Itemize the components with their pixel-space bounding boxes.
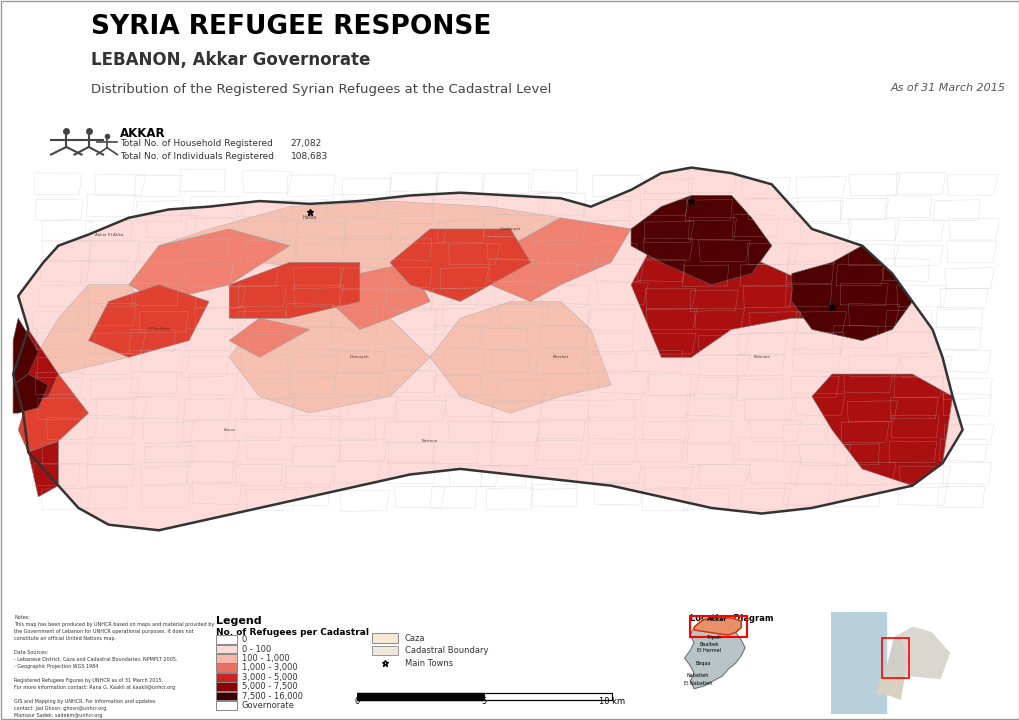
Text: Tripoli: Tripoli (705, 635, 719, 640)
Text: 27,082: 27,082 (290, 138, 322, 148)
Polygon shape (329, 263, 430, 329)
Text: Minieh: Minieh (824, 300, 838, 304)
Text: The UN
Refugee Agency: The UN Refugee Agency (16, 93, 60, 104)
Text: Nabatieh: Nabatieh (686, 673, 708, 678)
Bar (215, 683, 236, 691)
Text: 3,000 - 5,000: 3,000 - 5,000 (242, 672, 298, 682)
Polygon shape (13, 374, 48, 413)
Polygon shape (811, 374, 952, 485)
Bar (215, 673, 236, 682)
Text: Qoubaiyat: Qoubaiyat (499, 227, 521, 231)
Text: El Nabatieh: El Nabatieh (683, 681, 711, 686)
Text: 10 km: 10 km (598, 697, 625, 706)
Bar (215, 663, 236, 672)
Text: 7,500 - 16,000: 7,500 - 16,000 (242, 691, 303, 701)
Text: Baalbek
El Hermel: Baalbek El Hermel (697, 642, 720, 653)
Text: Legend: Legend (215, 616, 261, 626)
Bar (372, 634, 398, 643)
Text: AKKAR: AKKAR (120, 127, 166, 140)
Text: Beqaa: Beqaa (695, 661, 710, 665)
Text: 1,000 - 3,000: 1,000 - 3,000 (242, 663, 298, 672)
Bar (215, 701, 236, 710)
Polygon shape (884, 638, 907, 678)
Text: 5,000 - 7,500: 5,000 - 7,500 (242, 682, 298, 691)
Text: SYRIA REFUGEE RESPONSE: SYRIA REFUGEE RESPONSE (91, 14, 490, 40)
Polygon shape (159, 201, 560, 274)
Text: Location Diagram: Location Diagram (690, 614, 772, 623)
Text: Koura: Koura (223, 428, 234, 432)
Polygon shape (791, 246, 912, 341)
Text: 0 - 100: 0 - 100 (242, 644, 271, 654)
Bar (690, 616, 746, 636)
Polygon shape (29, 441, 58, 497)
Text: 5: 5 (481, 697, 487, 706)
Polygon shape (490, 217, 631, 302)
Bar (372, 646, 398, 655)
Text: Main Towns: Main Towns (405, 659, 452, 667)
Polygon shape (13, 329, 58, 413)
Polygon shape (229, 318, 310, 357)
Polygon shape (884, 627, 949, 678)
Text: UNHCR: UNHCR (17, 76, 59, 86)
Bar (881, 638, 909, 678)
Polygon shape (631, 229, 832, 357)
Text: Governorate: Governorate (242, 701, 294, 710)
Text: 108,683: 108,683 (290, 151, 328, 161)
Text: Total No. of Household Registered: Total No. of Household Registered (120, 138, 273, 148)
Polygon shape (830, 612, 884, 714)
Polygon shape (229, 263, 360, 318)
Polygon shape (430, 302, 610, 413)
Text: Distribution of the Registered Syrian Refugees at the Cadastral Level: Distribution of the Registered Syrian Re… (91, 84, 550, 96)
Text: Batroun: Batroun (422, 439, 438, 443)
Polygon shape (128, 229, 289, 302)
Polygon shape (389, 229, 530, 302)
Polygon shape (693, 617, 741, 635)
Text: Notes:
This map has been produced by UNHCR based on maps and material provided b: Notes: This map has been produced by UNH… (14, 615, 214, 720)
Polygon shape (876, 673, 903, 699)
Polygon shape (18, 374, 89, 452)
Text: El Beddawi: El Beddawi (148, 328, 170, 331)
Text: Kherbet: Kherbet (552, 355, 569, 359)
Polygon shape (39, 284, 159, 374)
Polygon shape (684, 617, 744, 688)
Bar (215, 654, 236, 663)
Polygon shape (631, 195, 771, 284)
Bar (215, 644, 236, 653)
Text: Akkar: Akkar (706, 617, 727, 622)
Text: LEBANON, Akkar Governorate: LEBANON, Akkar Governorate (91, 51, 370, 69)
Text: Cadastral Boundary: Cadastral Boundary (405, 646, 488, 655)
Text: 0: 0 (242, 635, 247, 644)
Text: Bebnine: Bebnine (752, 355, 769, 359)
Text: Halba: Halba (303, 215, 316, 220)
Text: Akkar El Atika: Akkar El Atika (95, 233, 122, 237)
Text: Caza: Caza (405, 634, 425, 642)
Polygon shape (13, 168, 962, 530)
Polygon shape (13, 168, 962, 530)
Text: As of 31 March 2015: As of 31 March 2015 (890, 84, 1005, 93)
Text: Denniyeh: Denniyeh (350, 355, 369, 359)
Bar (215, 635, 236, 644)
Text: No. of Refugees per Cadastral: No. of Refugees per Cadastral (215, 629, 368, 637)
Bar (215, 692, 236, 701)
Polygon shape (13, 318, 39, 385)
Text: Wadi Khaled: Wadi Khaled (678, 204, 703, 209)
Text: 0: 0 (354, 697, 360, 706)
Polygon shape (229, 302, 430, 413)
Polygon shape (89, 284, 209, 357)
Text: Total No. of Individuals Registered: Total No. of Individuals Registered (120, 151, 274, 161)
Text: 100 - 1,000: 100 - 1,000 (242, 654, 289, 663)
